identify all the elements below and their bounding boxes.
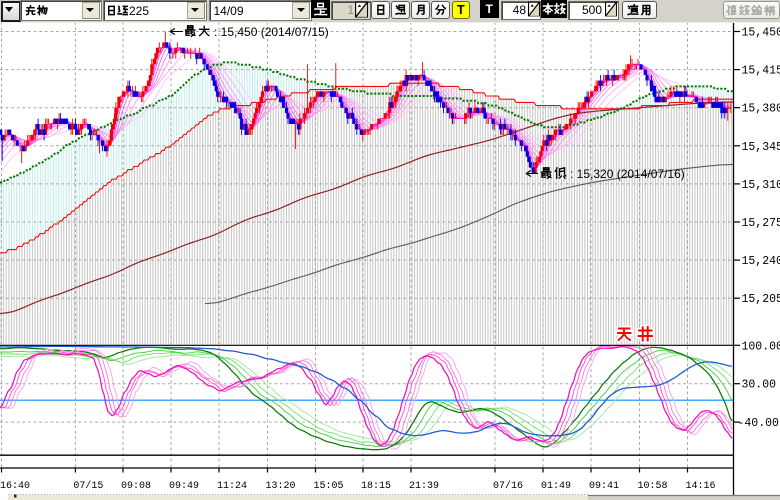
- svg-text:07/15: 07/15: [73, 480, 103, 492]
- svg-text:09:08: 09:08: [121, 481, 151, 492]
- svg-text:: 15,450 (2014/07/15): : 15,450 (2014/07/15): [214, 25, 329, 39]
- svg-text:-40.00: -40.00: [738, 417, 780, 430]
- svg-text:15,450: 15,450: [742, 27, 780, 40]
- svg-text:15,310: 15,310: [742, 179, 780, 192]
- svg-text:14:16: 14:16: [686, 481, 716, 492]
- svg-text:21:39: 21:39: [409, 481, 439, 492]
- svg-text:30.00: 30.00: [742, 379, 777, 392]
- svg-text:13:20: 13:20: [266, 481, 296, 492]
- svg-text:07/16: 07/16: [493, 480, 523, 492]
- svg-text:15,345: 15,345: [742, 141, 780, 154]
- svg-text:15,205: 15,205: [742, 293, 780, 306]
- svg-text:09:41: 09:41: [589, 481, 619, 492]
- svg-text:10:58: 10:58: [638, 481, 668, 492]
- svg-text:01:49: 01:49: [541, 481, 571, 492]
- svg-text:100.00: 100.00: [742, 340, 780, 353]
- svg-text:15,240: 15,240: [742, 255, 780, 268]
- svg-text:15:05: 15:05: [314, 481, 344, 492]
- svg-text:09:49: 09:49: [169, 481, 199, 492]
- svg-text:18:15: 18:15: [361, 481, 391, 492]
- svg-text:15,380: 15,380: [742, 103, 780, 116]
- svg-text:15,275: 15,275: [742, 217, 780, 230]
- svg-text:11:24: 11:24: [217, 481, 247, 492]
- svg-text:15,415: 15,415: [742, 65, 780, 78]
- svg-text:16:40: 16:40: [0, 481, 30, 492]
- svg-text:: 15,320 (2014/07/16): : 15,320 (2014/07/16): [570, 167, 685, 181]
